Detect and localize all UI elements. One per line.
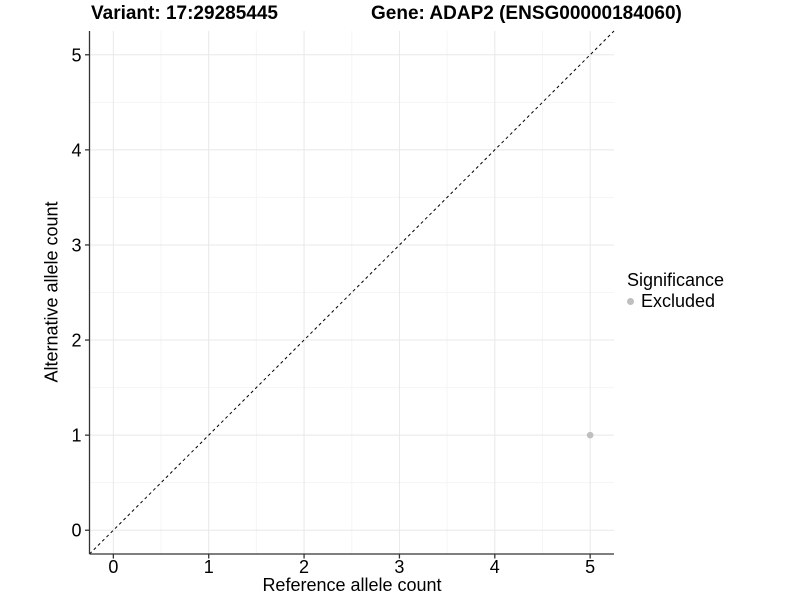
x-tick-label: 5 — [585, 557, 595, 577]
x-tick-label: 3 — [394, 557, 404, 577]
plot-title-variant: Variant: 17:29285445 — [91, 3, 278, 24]
data-point-excluded — [586, 431, 594, 439]
y-tick-label: 1 — [71, 426, 81, 446]
legend-title: Significance — [627, 270, 725, 290]
plot-title-gene: Gene: ADAP2 (ENSG00000184060) — [371, 3, 682, 24]
x-tick-label: 4 — [490, 557, 500, 577]
legend-item-label: Excluded — [641, 291, 716, 311]
x-tick-label: 0 — [108, 557, 118, 577]
x-tick-label: 1 — [204, 557, 214, 577]
y-axis-title: Alternative allele count — [41, 201, 62, 383]
legend-point-icon — [627, 298, 634, 305]
y-tick-label: 0 — [71, 521, 81, 541]
y-tick-label: 2 — [71, 331, 81, 351]
x-tick-label: 2 — [299, 557, 309, 577]
legend-item: Excluded — [627, 291, 724, 312]
legend: Significance Excluded — [627, 270, 724, 312]
y-tick-label: 3 — [71, 235, 81, 255]
y-tick-label: 4 — [71, 140, 81, 160]
legend-items: Excluded — [627, 291, 724, 312]
y-tick-label: 5 — [71, 45, 81, 65]
x-axis-title: Reference allele count — [262, 575, 442, 595]
